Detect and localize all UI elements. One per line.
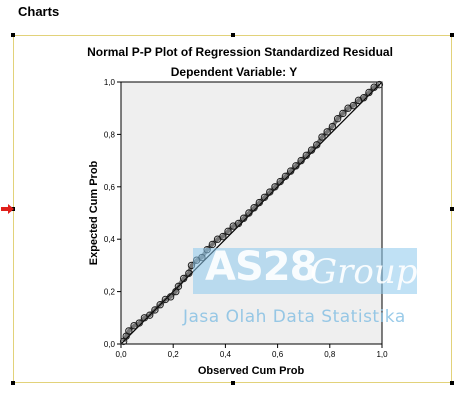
data-point <box>208 240 217 249</box>
watermark-tagline: Jasa Olah Data Statistika <box>183 307 406 327</box>
watermark-brand: AS28 <box>205 244 317 290</box>
data-point <box>292 162 300 170</box>
point-cluster <box>121 82 381 343</box>
resize-handle-bottom-center[interactable] <box>231 381 235 385</box>
x-axis-label: Observed Cum Prob <box>198 365 305 377</box>
data-point <box>250 204 258 212</box>
data-point <box>323 128 331 136</box>
x-tick-label: 0,2 <box>168 350 180 359</box>
x-axis-ticks: 0,0 0,2 0,4 0,6 0,8 1,0 <box>115 344 388 359</box>
x-tick-label: 0,6 <box>272 350 284 359</box>
data-point <box>156 301 164 309</box>
resize-handle-bottom-right[interactable] <box>450 381 454 385</box>
y-tick-label: 0,4 <box>104 235 116 244</box>
resize-handle-top-right[interactable] <box>450 33 454 37</box>
watermark-brand-suffix: Group <box>310 252 418 292</box>
resize-handle-top-left[interactable] <box>11 33 15 37</box>
data-point <box>255 198 264 207</box>
data-point <box>286 167 295 175</box>
watermark-banner <box>193 248 417 294</box>
y-axis-ticks: 0,0 0,2 0,4 0,6 0,8 1,0 <box>104 78 121 349</box>
y-axis-label: Expected Cum Prob <box>88 160 100 265</box>
chart-subtitle: Dependent Variable: Y <box>171 65 298 79</box>
section-heading: Charts <box>18 4 60 19</box>
x-tick-label: 0,8 <box>324 350 336 359</box>
data-point <box>276 177 284 186</box>
data-point <box>266 188 274 196</box>
chart-title: Normal P-P Plot of Regression Standardiz… <box>87 45 393 59</box>
y-tick-label: 0,0 <box>104 340 116 349</box>
selection-arrow-icon <box>1 204 14 214</box>
data-point <box>151 306 159 314</box>
resize-handle-bottom-left[interactable] <box>11 381 15 385</box>
data-point <box>339 109 347 118</box>
data-point <box>365 88 373 97</box>
data-point <box>302 151 311 160</box>
data-point <box>297 156 305 165</box>
data-point <box>224 227 232 236</box>
y-tick-label: 1,0 <box>104 78 116 87</box>
resize-handle-top-center[interactable] <box>231 33 235 37</box>
data-point <box>239 214 248 222</box>
data-point <box>245 209 253 217</box>
y-tick-label: 0,8 <box>104 130 116 139</box>
data-point <box>271 183 279 191</box>
data-point <box>281 172 290 181</box>
x-tick-label: 0,0 <box>115 350 127 359</box>
y-tick-label: 0,2 <box>104 288 116 297</box>
x-tick-label: 0,4 <box>220 350 232 359</box>
x-tick-label: 1,0 <box>376 350 388 359</box>
data-point <box>307 146 316 154</box>
resize-handle-middle-right[interactable] <box>450 207 454 211</box>
y-tick-label: 0,6 <box>104 183 116 192</box>
data-point <box>260 193 269 201</box>
